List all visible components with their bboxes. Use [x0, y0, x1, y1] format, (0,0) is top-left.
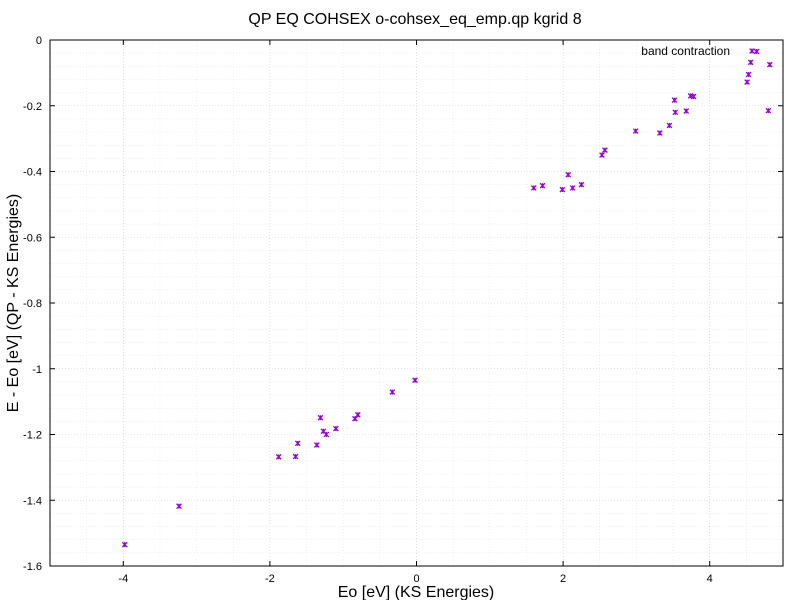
data-point	[747, 59, 754, 66]
x-tick-label: 0	[413, 573, 419, 585]
y-tick-label: -0.2	[23, 101, 42, 113]
data-point	[530, 185, 537, 191]
data-point	[412, 377, 418, 384]
x-tick-label: -4	[118, 573, 128, 585]
data-point	[275, 453, 282, 460]
data-point	[333, 425, 339, 432]
data-point	[666, 122, 673, 129]
chart-title: QP EQ COHSEX o-cohsex_eq_emp.qp kgrid 8	[248, 11, 581, 28]
data-point	[292, 453, 299, 460]
y-tick-label: -0.4	[23, 167, 42, 179]
data-point	[539, 182, 546, 189]
data-point	[690, 93, 697, 100]
data-point	[745, 71, 752, 78]
data-point	[599, 152, 605, 158]
legend-marker	[749, 48, 755, 54]
data-point	[753, 48, 760, 55]
data-point	[578, 181, 585, 188]
data-point	[683, 108, 690, 114]
data-point	[355, 411, 361, 418]
data-point	[765, 107, 772, 114]
y-tick-label: -1.6	[23, 561, 42, 573]
data-point	[766, 61, 773, 68]
x-tick-label: -2	[265, 573, 275, 585]
y-tick-label: -0.6	[23, 232, 42, 244]
x-tick-label: 2	[560, 573, 566, 585]
y-tick-label: -1.2	[23, 430, 42, 442]
data-point	[602, 147, 608, 153]
x-axis: -4 -2 0 2 4	[118, 40, 713, 585]
legend: band contraction	[641, 44, 755, 58]
data-point	[672, 109, 679, 116]
data-point	[352, 415, 358, 422]
data-point	[389, 389, 396, 395]
y-tick-label: -1	[32, 364, 42, 376]
data-point	[565, 171, 572, 178]
y-tick-label: -1.4	[23, 495, 42, 507]
data-point	[671, 97, 678, 104]
data-point	[313, 442, 320, 448]
data-point	[656, 130, 663, 136]
legend-label: band contraction	[641, 44, 730, 58]
data-point	[176, 503, 182, 510]
x-tick-label: 4	[707, 573, 713, 585]
data-point	[744, 79, 750, 85]
y-axis: 0 -0.2 -0.4 -0.6 -0.8 -1 -1.2 -1.4 -1.6	[23, 35, 783, 573]
y-tick-label: -0.8	[23, 298, 42, 310]
data-point	[559, 186, 566, 193]
data-point	[569, 185, 576, 191]
data-point	[323, 431, 330, 438]
data-point	[632, 128, 639, 134]
data-points	[121, 48, 773, 548]
data-point	[121, 541, 128, 548]
y-axis-label: E - Eo [eV] (QP - KS Energies)	[5, 194, 22, 412]
data-point	[317, 414, 324, 421]
grid	[49, 39, 784, 567]
data-point	[294, 440, 301, 447]
y-tick-label: 0	[36, 35, 42, 47]
x-axis-label: Eo [eV] (KS Energies)	[338, 584, 495, 600]
